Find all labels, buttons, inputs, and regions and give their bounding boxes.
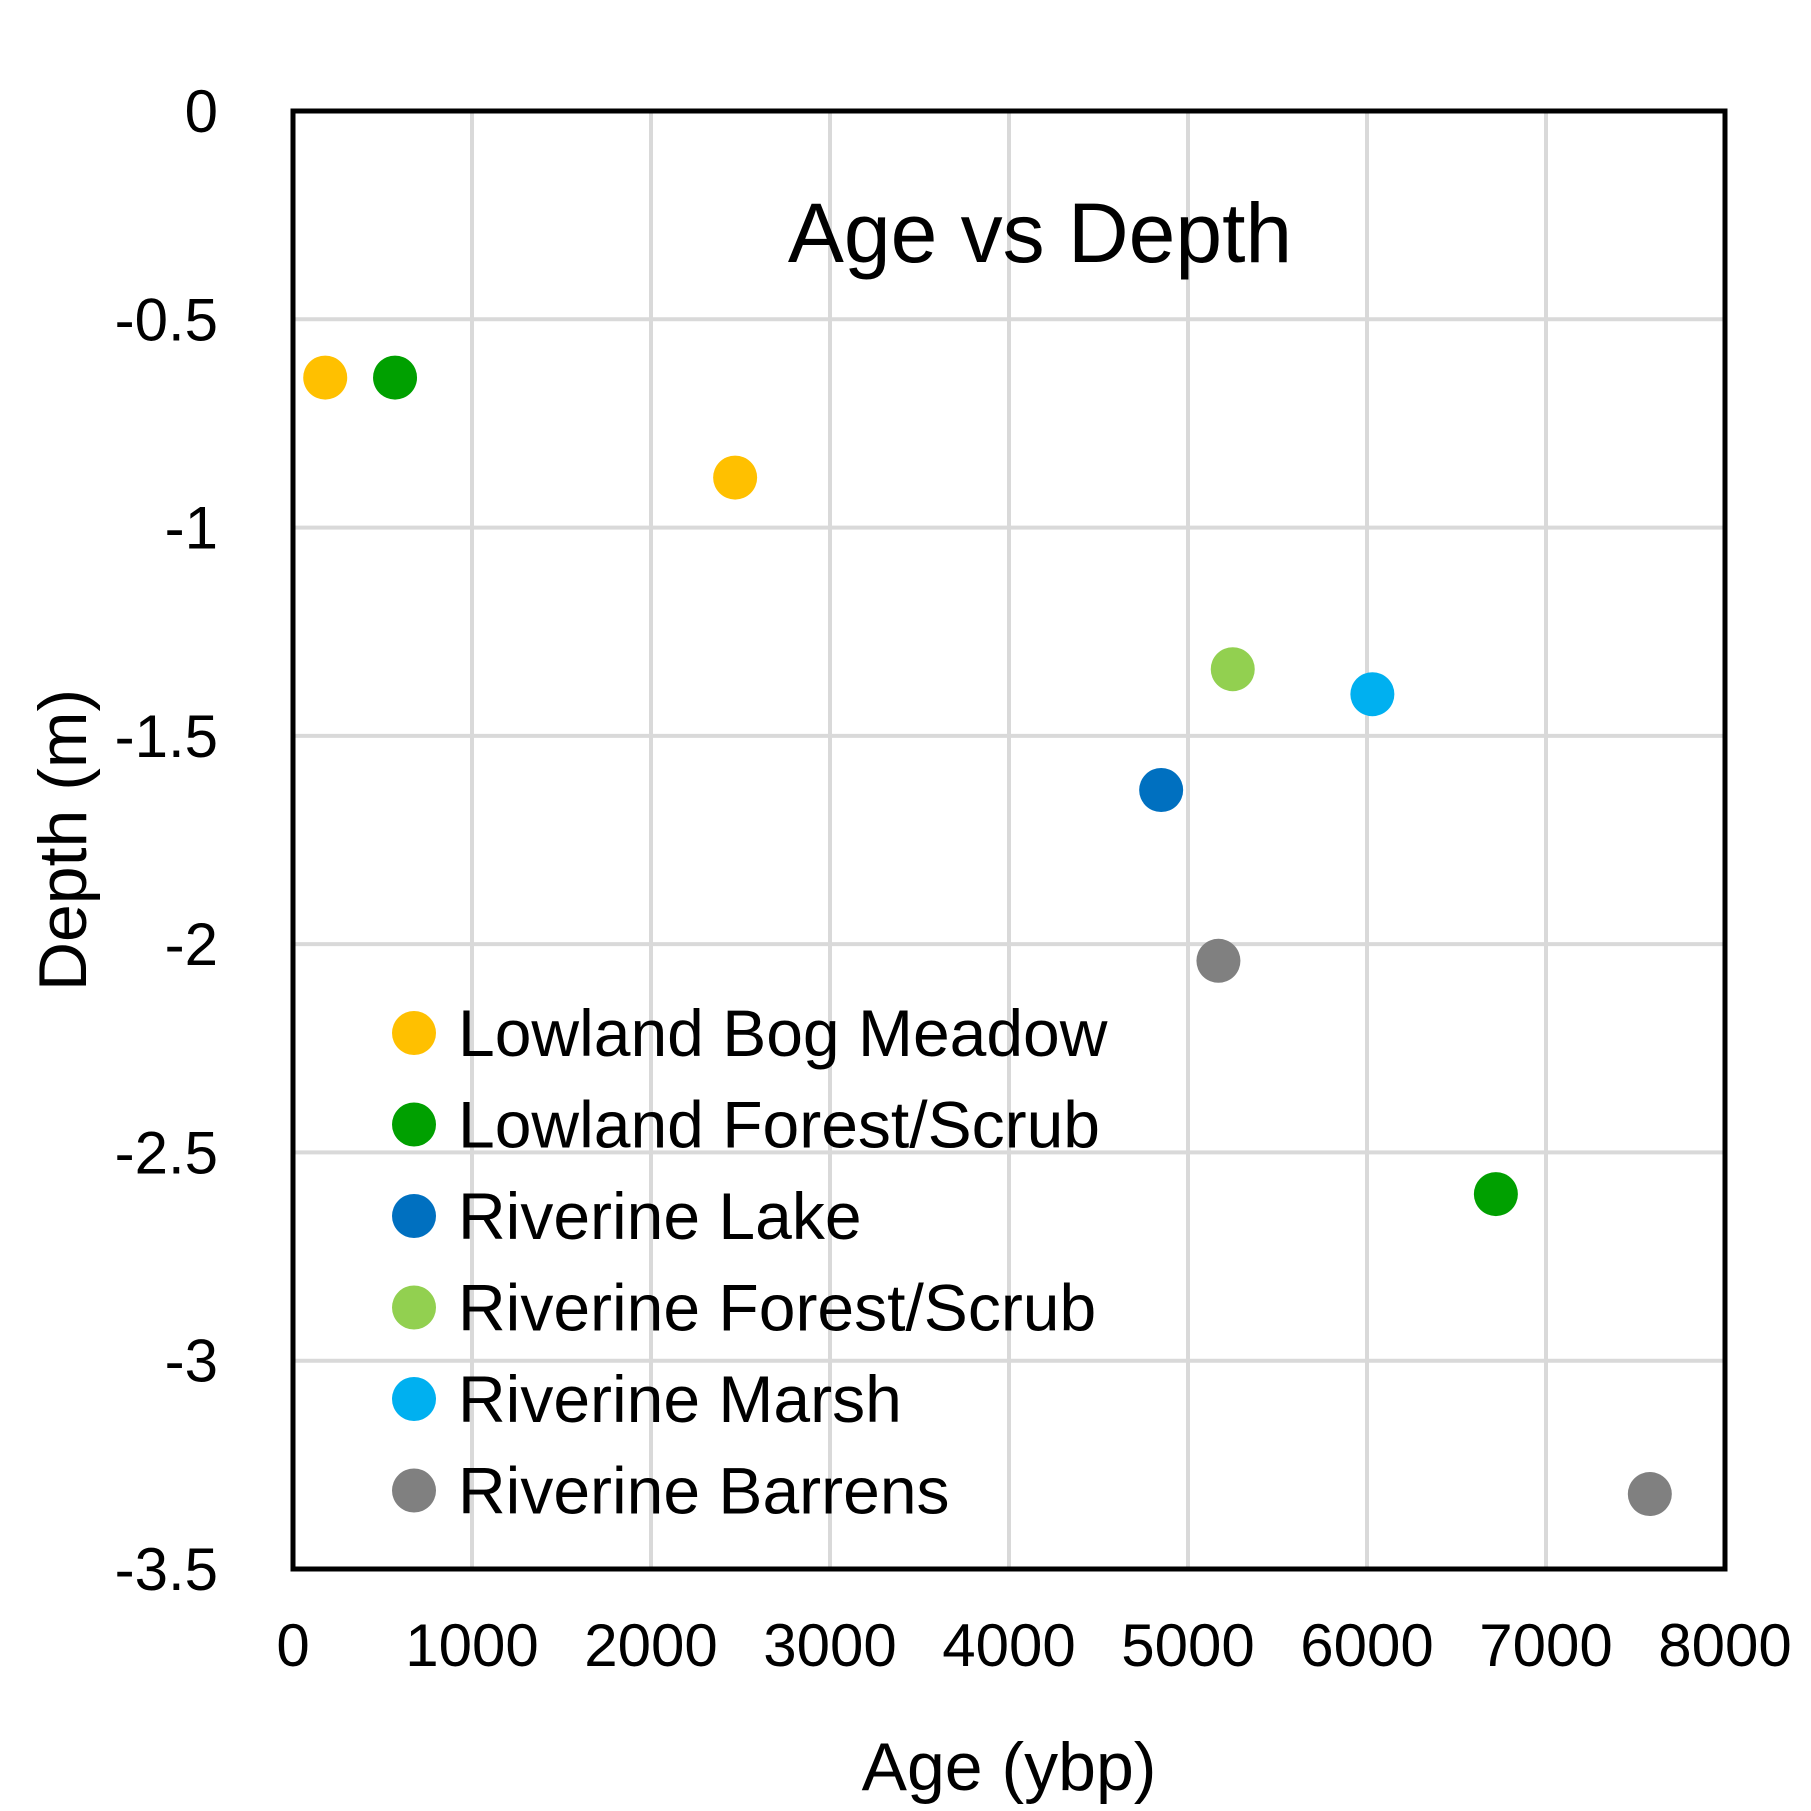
x-tick-label: 2000 bbox=[584, 1612, 717, 1679]
data-point bbox=[1627, 1472, 1672, 1517]
x-tick-label: 5000 bbox=[1121, 1612, 1254, 1679]
legend-marker bbox=[392, 1285, 436, 1330]
plot-area-frame bbox=[290, 108, 1728, 1572]
y-tick-label: -2.5 bbox=[115, 1119, 218, 1186]
legend-label: Riverine Barrens bbox=[458, 1454, 950, 1528]
legend-marker bbox=[392, 1194, 436, 1238]
y-axis-tick-labels: 0 -0.5 -1 -1.5 -2 -2.5 -3 -3.5 bbox=[115, 78, 218, 1603]
x-tick-label: 8000 bbox=[1658, 1612, 1791, 1679]
data-point bbox=[1473, 1172, 1518, 1217]
data-point bbox=[1210, 647, 1255, 692]
x-axis-title: Age (ybp) bbox=[862, 1729, 1157, 1805]
legend-label: Riverine Marsh bbox=[458, 1362, 902, 1436]
legend-label: Riverine Lake bbox=[458, 1179, 862, 1253]
data-point bbox=[1350, 672, 1395, 717]
legend-marker bbox=[392, 1468, 436, 1513]
gridlines bbox=[291, 109, 1727, 1571]
x-tick-label: 7000 bbox=[1479, 1612, 1612, 1679]
x-axis-tick-labels: 0 1000 2000 3000 4000 5000 6000 7000 8000 bbox=[276, 1612, 1791, 1679]
data-points bbox=[303, 355, 1672, 1517]
x-tick-label: 0 bbox=[276, 1612, 309, 1679]
x-tick-label: 3000 bbox=[763, 1612, 896, 1679]
legend-marker bbox=[392, 1102, 436, 1147]
x-tick-label: 4000 bbox=[942, 1612, 1075, 1679]
y-tick-label: -0.5 bbox=[115, 286, 218, 353]
data-point bbox=[303, 355, 348, 400]
data-point bbox=[373, 355, 418, 400]
y-tick-label: -2 bbox=[165, 911, 218, 978]
legend-marker bbox=[392, 1377, 436, 1421]
data-point bbox=[1139, 768, 1184, 813]
y-tick-label: -3 bbox=[165, 1328, 218, 1395]
data-point bbox=[1196, 938, 1241, 983]
legend-label: Lowland Bog Meadow bbox=[458, 996, 1108, 1070]
y-tick-label: 0 bbox=[185, 78, 218, 145]
x-tick-label: 6000 bbox=[1300, 1612, 1433, 1679]
data-point bbox=[713, 455, 758, 500]
y-axis-title: Depth (m) bbox=[25, 689, 101, 991]
y-tick-label: -1 bbox=[165, 495, 218, 562]
y-tick-label: -1.5 bbox=[115, 703, 218, 770]
x-tick-label: 1000 bbox=[405, 1612, 538, 1679]
legend-label: Riverine Forest/Scrub bbox=[458, 1271, 1096, 1345]
y-tick-label: -3.5 bbox=[115, 1536, 218, 1603]
chart-title: Age vs Depth bbox=[788, 186, 1292, 280]
legend-label: Lowland Forest/Scrub bbox=[458, 1088, 1100, 1162]
legend-marker bbox=[392, 1011, 436, 1055]
legend: Lowland Bog Meadow Lowland Forest/Scrub Ri… bbox=[392, 996, 1108, 1528]
